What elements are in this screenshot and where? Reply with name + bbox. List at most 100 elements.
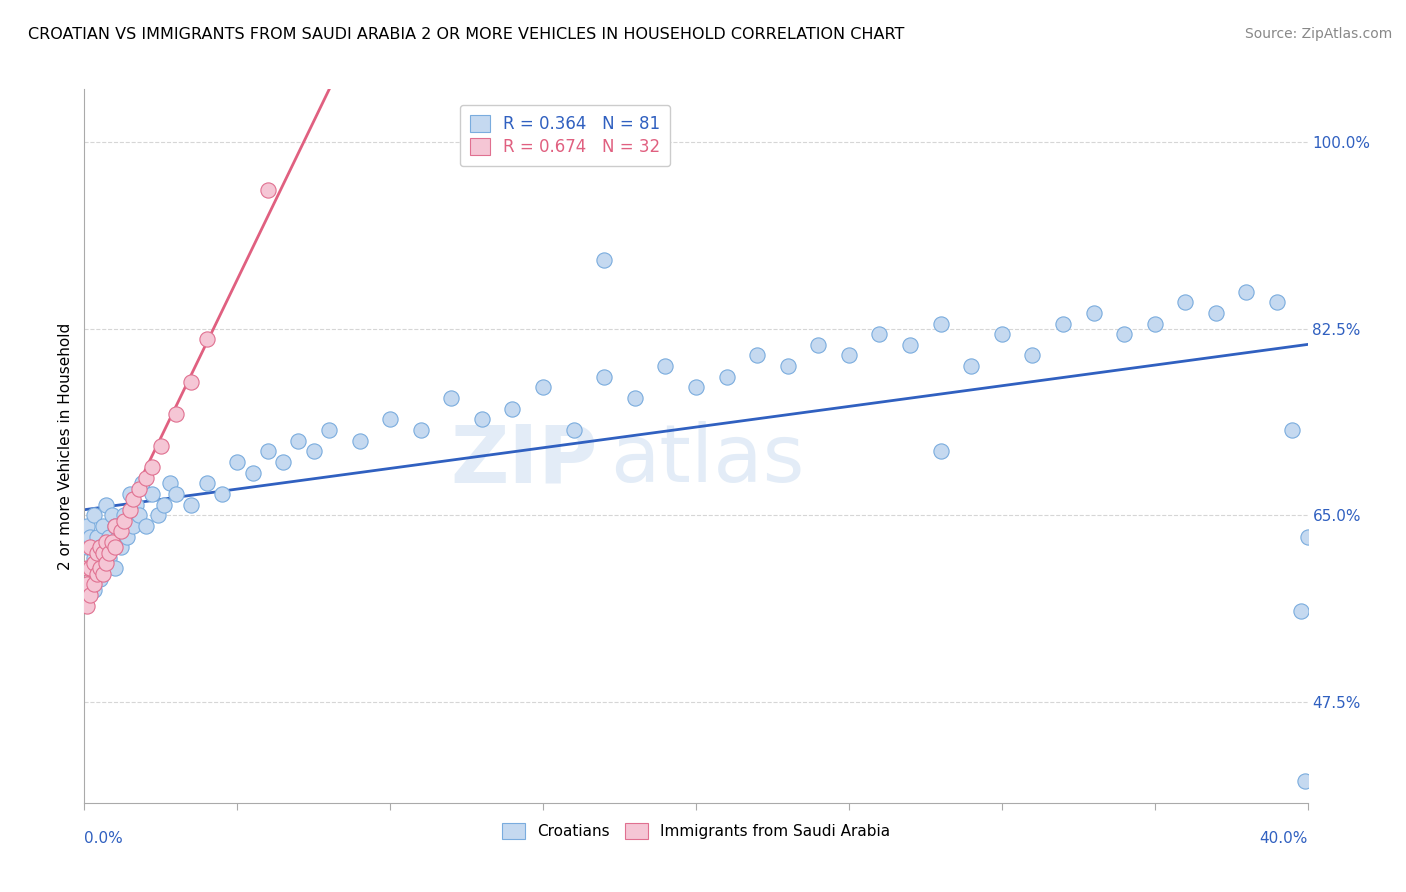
Point [86, 566, 108, 581]
Point [716, 369, 738, 384]
Point [91, 545, 114, 559]
Point [165, 407, 187, 421]
Point [94, 498, 117, 512]
Point [1265, 295, 1288, 310]
Point [91, 566, 114, 581]
Point [1205, 306, 1227, 320]
Point [1143, 317, 1166, 331]
Point [271, 455, 294, 469]
Point [318, 423, 340, 437]
Point [89, 540, 111, 554]
Point [128, 482, 150, 496]
Point [1052, 317, 1074, 331]
Point [79, 561, 101, 575]
Point [91, 561, 114, 575]
Point [807, 338, 830, 352]
Point [76, 519, 98, 533]
Point [89, 572, 111, 586]
Point [141, 487, 163, 501]
Point [112, 514, 135, 528]
Point [180, 498, 202, 512]
Point [257, 444, 280, 458]
Point [1083, 306, 1105, 320]
Point [898, 338, 921, 352]
Point [104, 519, 127, 533]
Point [83, 556, 105, 570]
Point [149, 439, 172, 453]
Point [165, 487, 187, 501]
Point [1291, 604, 1313, 618]
Point [122, 519, 145, 533]
Point [747, 349, 769, 363]
Point [112, 508, 135, 523]
Point [242, 466, 264, 480]
Point [79, 588, 101, 602]
Point [141, 460, 163, 475]
Point [79, 540, 101, 554]
Point [153, 498, 176, 512]
Point [146, 508, 169, 523]
Point [79, 529, 101, 543]
Point [83, 577, 105, 591]
Point [104, 561, 127, 575]
Point [869, 327, 891, 342]
Point [1021, 349, 1043, 363]
Point [122, 492, 145, 507]
Point [195, 333, 218, 347]
Point [89, 561, 111, 575]
Point [1174, 295, 1197, 310]
Point [120, 503, 142, 517]
Point [101, 534, 124, 549]
Point [89, 540, 111, 554]
Point [287, 434, 309, 448]
Point [302, 444, 325, 458]
Point [104, 519, 127, 533]
Point [380, 412, 402, 426]
Point [195, 476, 218, 491]
Point [1236, 285, 1258, 299]
Point [180, 375, 202, 389]
Point [79, 561, 101, 575]
Point [97, 550, 120, 565]
Text: CROATIAN VS IMMIGRANTS FROM SAUDI ARABIA 2 OR MORE VEHICLES IN HOUSEHOLD CORRELA: CROATIAN VS IMMIGRANTS FROM SAUDI ARABIA… [28, 27, 904, 42]
Point [1114, 327, 1136, 342]
Text: 40.0%: 40.0% [1260, 831, 1308, 847]
Point [76, 540, 98, 554]
Point [125, 498, 148, 512]
Point [128, 508, 150, 523]
Text: 0.0%: 0.0% [84, 831, 124, 847]
Point [104, 540, 127, 554]
Point [94, 540, 117, 554]
Point [94, 534, 117, 549]
Point [97, 529, 120, 543]
Point [1294, 774, 1316, 789]
Point [593, 252, 616, 267]
Point [83, 582, 105, 597]
Point [110, 524, 132, 539]
Point [624, 391, 647, 405]
Text: Source: ZipAtlas.com: Source: ZipAtlas.com [1244, 27, 1392, 41]
Text: atlas: atlas [610, 421, 804, 500]
Point [929, 317, 952, 331]
Point [76, 599, 98, 613]
Point [226, 455, 249, 469]
Point [86, 529, 108, 543]
Point [91, 519, 114, 533]
Point [960, 359, 983, 373]
Point [86, 545, 108, 559]
Point [120, 487, 142, 501]
Text: ZIP: ZIP [451, 421, 598, 500]
Point [991, 327, 1014, 342]
Point [471, 412, 494, 426]
Point [115, 529, 138, 543]
Point [94, 556, 117, 570]
Point [685, 380, 707, 394]
Point [131, 476, 153, 491]
Point [76, 561, 98, 575]
Point [349, 434, 371, 448]
Point [135, 519, 157, 533]
Legend: Croatians, Immigrants from Saudi Arabia: Croatians, Immigrants from Saudi Arabia [496, 817, 896, 845]
Point [211, 487, 233, 501]
Point [593, 369, 616, 384]
Point [107, 529, 129, 543]
